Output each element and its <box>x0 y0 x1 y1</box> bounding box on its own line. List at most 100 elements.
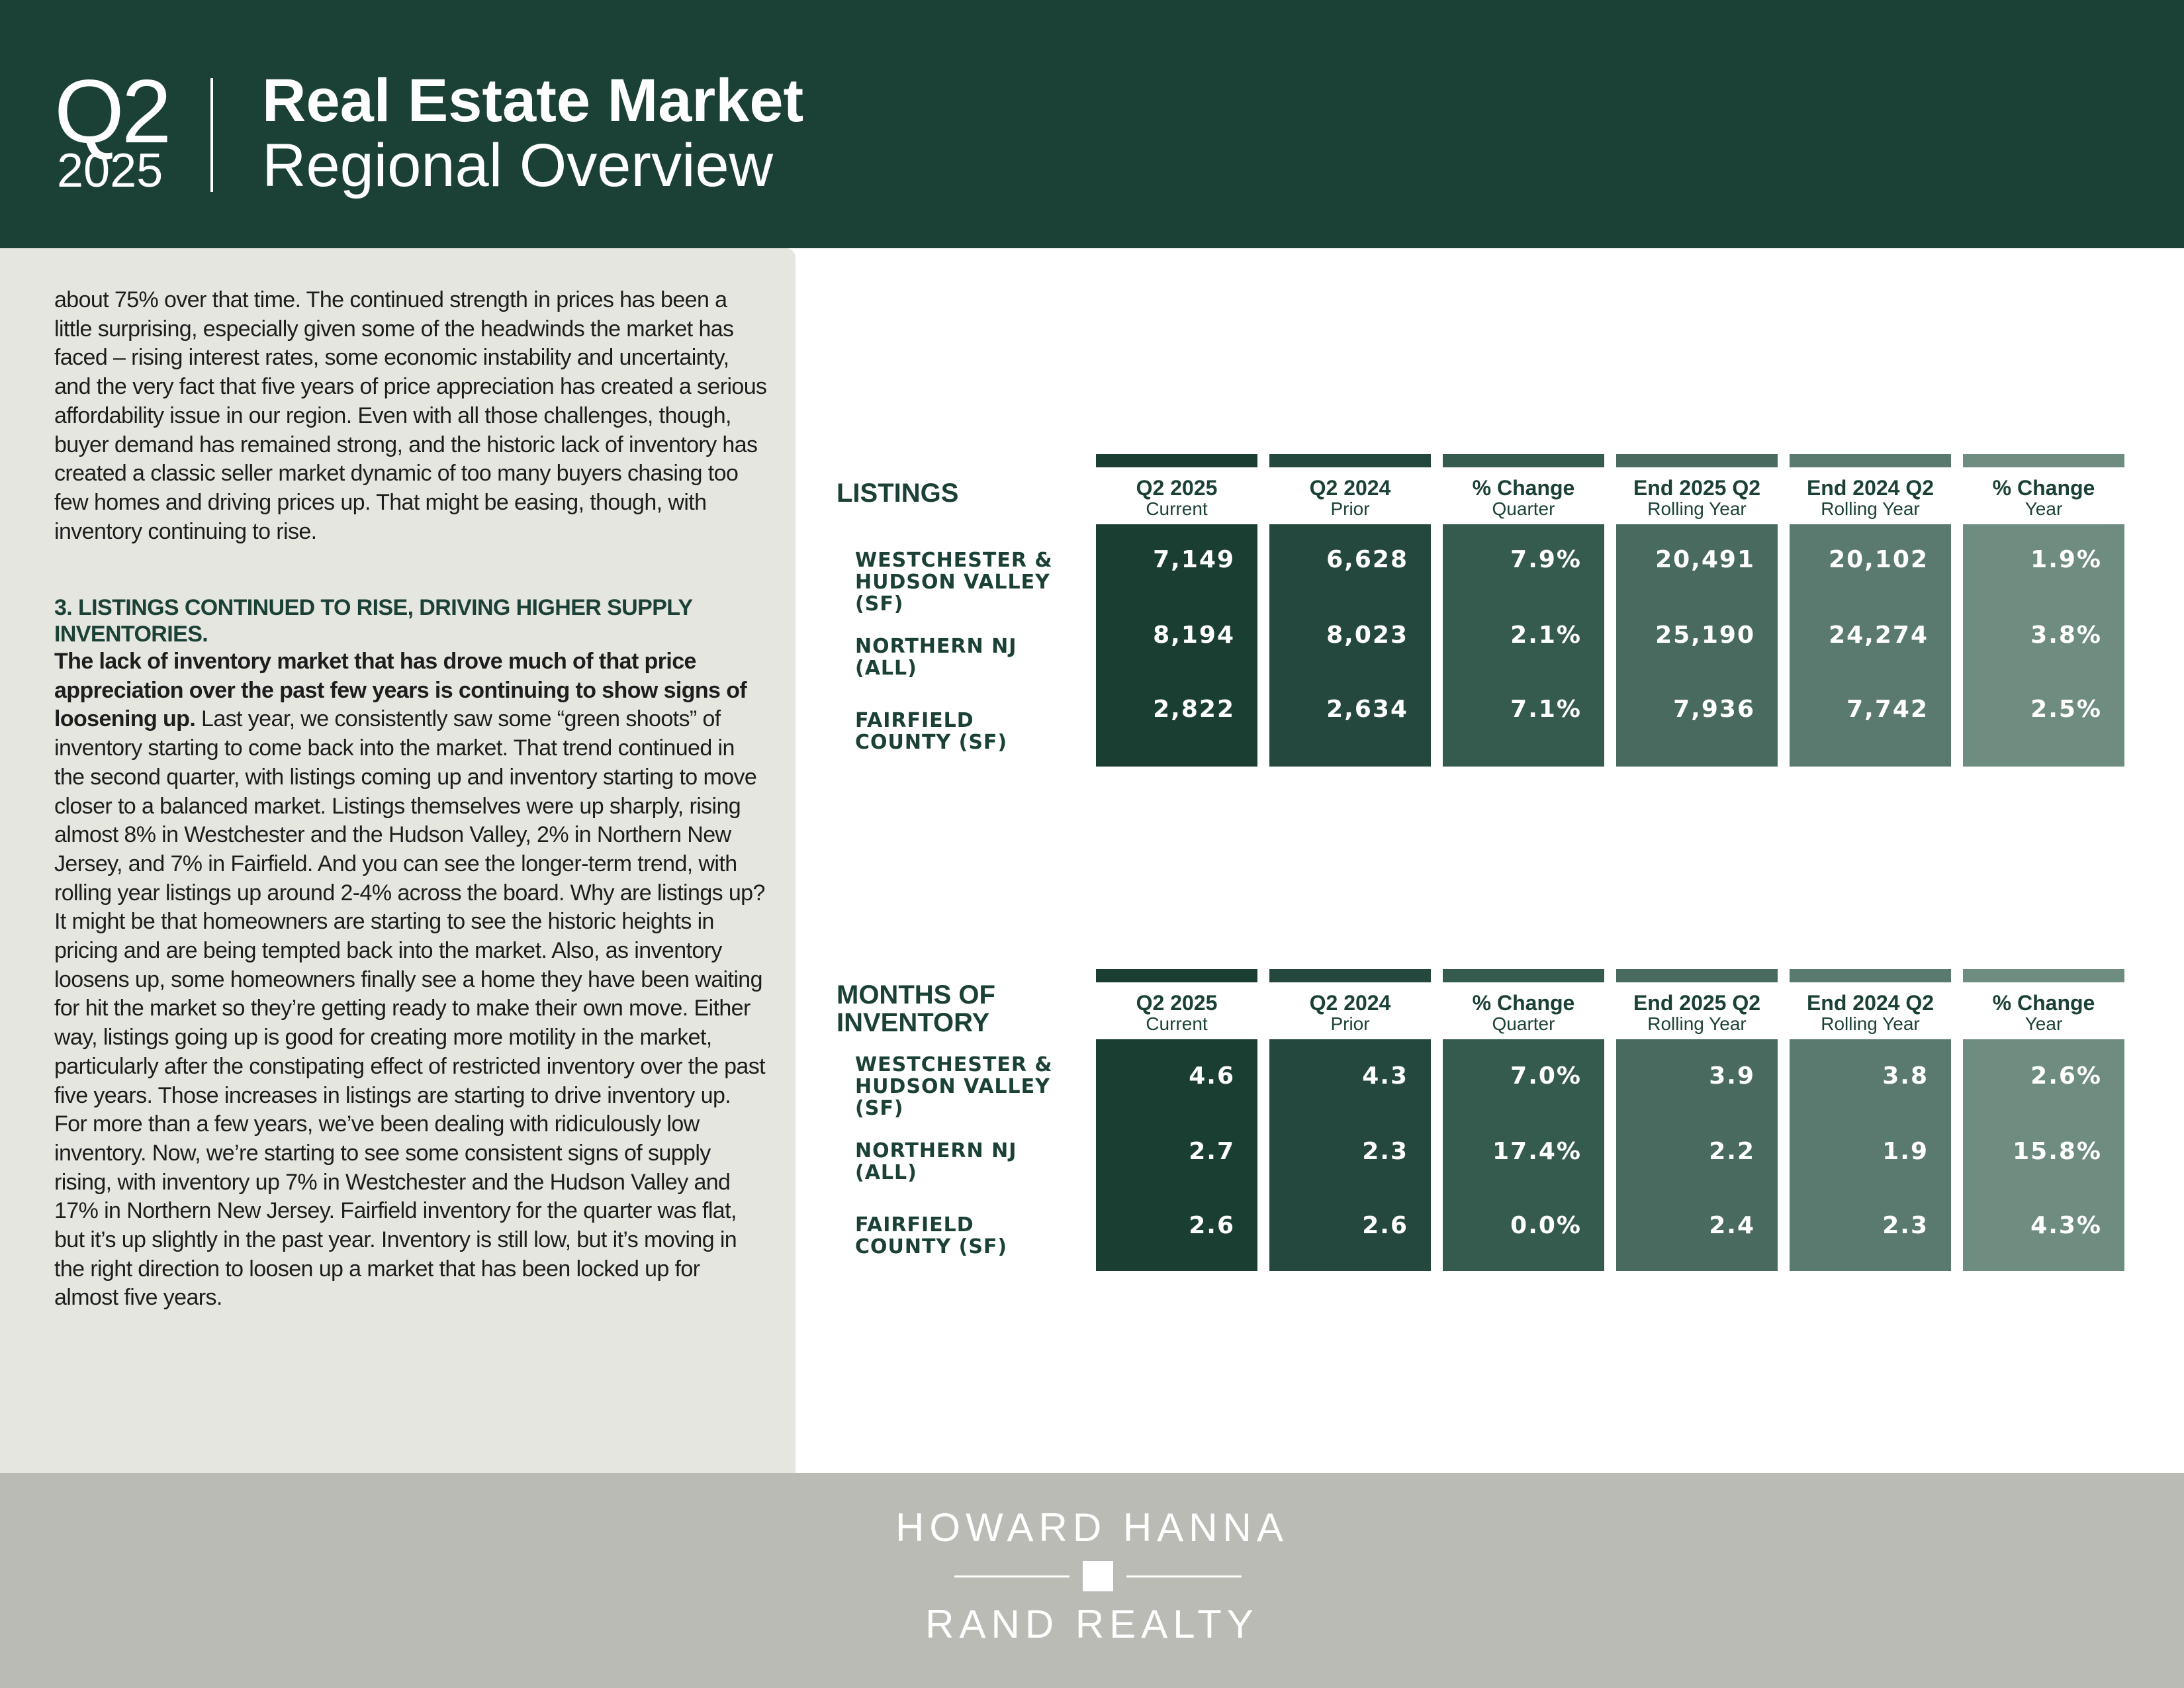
column-header: % Change Quarter <box>1443 477 1604 519</box>
column-header-title: End 2024 Q2 <box>1806 991 1934 1015</box>
inventory-title-line: MONTHS OF <box>837 980 995 1009</box>
column-body: 7,149 8,194 2,822 <box>1096 524 1257 767</box>
table-cell: 2.6 <box>1189 1212 1235 1239</box>
table-cell: 3.9 <box>1709 1062 1755 1090</box>
listings-title: LISTINGS <box>837 479 959 508</box>
brand-name-bottom: RAND REALTY <box>925 1602 1259 1646</box>
column-header-subtitle: Year <box>2025 1013 2063 1034</box>
column-header-subtitle: Current <box>1146 498 1208 519</box>
table-cell: 2,822 <box>1153 696 1235 723</box>
inventory-title-line: INVENTORY <box>837 1008 990 1037</box>
table-cell: 24,274 <box>1829 622 1929 649</box>
column-body: 3.9 2.2 2.4 <box>1616 1039 1778 1271</box>
column-header: End 2025 Q2 Rolling Year <box>1616 477 1778 519</box>
page-header: Q2 2025 Real Estate Market Regional Over… <box>0 0 2184 248</box>
table-cell: 4.3 <box>1362 1062 1408 1090</box>
column-header-bar <box>1096 454 1257 467</box>
table-cell: 2.6% <box>2030 1062 2102 1090</box>
column-header-bar <box>1963 454 2124 467</box>
brand-name-top: HOWARD HANNA <box>895 1505 1289 1550</box>
table-cell: 7,149 <box>1153 546 1235 573</box>
column-header-subtitle: Year <box>2025 498 2063 519</box>
row-label-line: HUDSON VALLEY <box>855 571 1050 594</box>
column-body: 1.9% 3.8% 2.5% <box>1963 524 2124 767</box>
column-header-title: End 2025 Q2 <box>1633 476 1761 500</box>
row-label-line: COUNTY (SF) <box>855 1235 1008 1258</box>
row-label: FAIRFIELD COUNTY (SF) <box>855 710 1007 753</box>
row-label-line: (ALL) <box>855 657 917 680</box>
column-header-title: End 2024 Q2 <box>1806 476 1934 500</box>
column-header: Q2 2025 Current <box>1096 477 1257 519</box>
table-cell: 7,936 <box>1673 696 1755 723</box>
row-label: NORTHERN NJ (ALL) <box>855 1140 1017 1184</box>
column-header-title: % Change <box>1992 991 2095 1015</box>
column-header: Q2 2024 Prior <box>1269 477 1431 519</box>
table-cell: 2.7 <box>1189 1138 1235 1165</box>
column-header-title: Q2 2025 <box>1136 476 1218 500</box>
column-body: 4.6 2.7 2.6 <box>1096 1039 1257 1271</box>
column-header-subtitle: Prior <box>1330 1013 1370 1034</box>
column-header-title: % Change <box>1472 476 1575 500</box>
table-cell: 2.5% <box>2030 696 2102 723</box>
table-cell: 2.3 <box>1362 1138 1408 1165</box>
column-header: End 2024 Q2 Rolling Year <box>1790 992 1951 1034</box>
row-label-line: (ALL) <box>855 1161 917 1184</box>
column-header-title: Q2 2024 <box>1309 476 1391 500</box>
column-body: 3.8 1.9 2.3 <box>1790 1039 1951 1271</box>
row-label-line: (SF) <box>855 1097 904 1120</box>
table-cell: 7.1% <box>1510 696 1582 723</box>
column-header: End 2025 Q2 Rolling Year <box>1616 992 1778 1034</box>
section-body: Last year, we consistently saw some “gre… <box>54 706 766 1311</box>
row-label-line: NORTHERN NJ <box>855 1139 1017 1162</box>
row-label-line: (SF) <box>855 592 904 616</box>
column-header-subtitle: Quarter <box>1492 1013 1555 1034</box>
page-subtitle: Regional Overview <box>262 132 774 199</box>
section-lead: The lack of inventory market that has dr… <box>54 649 747 732</box>
row-label: WESTCHESTER & HUDSON VALLEY (SF) <box>855 1054 1053 1119</box>
table-cell: 4.6 <box>1189 1062 1235 1090</box>
table-cell: 7.9% <box>1510 546 1582 573</box>
table-cell: 25,190 <box>1655 622 1755 649</box>
row-label-line: FAIRFIELD <box>855 1213 974 1237</box>
column-header-title: Q2 2024 <box>1309 991 1391 1015</box>
commentary-section: 3. LISTINGS CONTINUED TO RISE, DRIVING H… <box>54 594 769 1313</box>
table-cell: 2.3 <box>1882 1212 1929 1239</box>
row-label-line: HUDSON VALLEY <box>855 1075 1050 1098</box>
table-cell: 3.8% <box>2030 622 2102 649</box>
brand-rule-left <box>954 1575 1069 1577</box>
column-header-bar <box>1790 969 1951 982</box>
column-header: Q2 2025 Current <box>1096 992 1257 1034</box>
table-cell: 3.8 <box>1882 1062 1929 1090</box>
section-heading: 3. LISTINGS CONTINUED TO RISE, DRIVING H… <box>54 595 692 647</box>
column-header-bar <box>1616 969 1778 982</box>
brand-rule-right <box>1126 1575 1242 1577</box>
table-cell: 1.9% <box>2030 546 2102 573</box>
column-header-bar <box>1269 969 1431 982</box>
table-cell: 1.9 <box>1882 1138 1929 1165</box>
table-cell: 15.8% <box>2013 1138 2102 1165</box>
table-cell: 2.1% <box>1510 622 1582 649</box>
column-header-bar <box>1443 454 1604 467</box>
column-header-subtitle: Rolling Year <box>1821 498 1920 519</box>
table-cell: 0.0% <box>1510 1212 1582 1239</box>
table-cell: 7.0% <box>1510 1062 1582 1090</box>
column-header-bar <box>1443 969 1604 982</box>
row-label: WESTCHESTER & HUDSON VALLEY (SF) <box>855 549 1053 615</box>
column-header-subtitle: Rolling Year <box>1647 498 1747 519</box>
column-header-subtitle: Current <box>1146 1013 1208 1034</box>
row-label-line: WESTCHESTER & <box>855 1053 1053 1076</box>
quarter-label: Q2 <box>54 61 171 162</box>
column-header: Q2 2024 Prior <box>1269 992 1431 1034</box>
year-label: 2025 <box>57 144 163 197</box>
column-header-subtitle: Quarter <box>1492 498 1555 519</box>
column-header-bar <box>1963 969 2124 982</box>
column-body: 20,102 24,274 7,742 <box>1790 524 1951 767</box>
row-label: FAIRFIELD COUNTY (SF) <box>855 1214 1007 1258</box>
column-body: 7.0% 17.4% 0.0% <box>1443 1039 1604 1271</box>
table-cell: 20,491 <box>1655 546 1755 573</box>
inventory-title: MONTHS OF INVENTORY <box>837 981 995 1037</box>
table-cell: 7,742 <box>1846 696 1929 723</box>
table-cell: 20,102 <box>1829 546 1929 573</box>
row-label-line: WESTCHESTER & <box>855 549 1053 572</box>
row-label-line: NORTHERN NJ <box>855 635 1017 658</box>
